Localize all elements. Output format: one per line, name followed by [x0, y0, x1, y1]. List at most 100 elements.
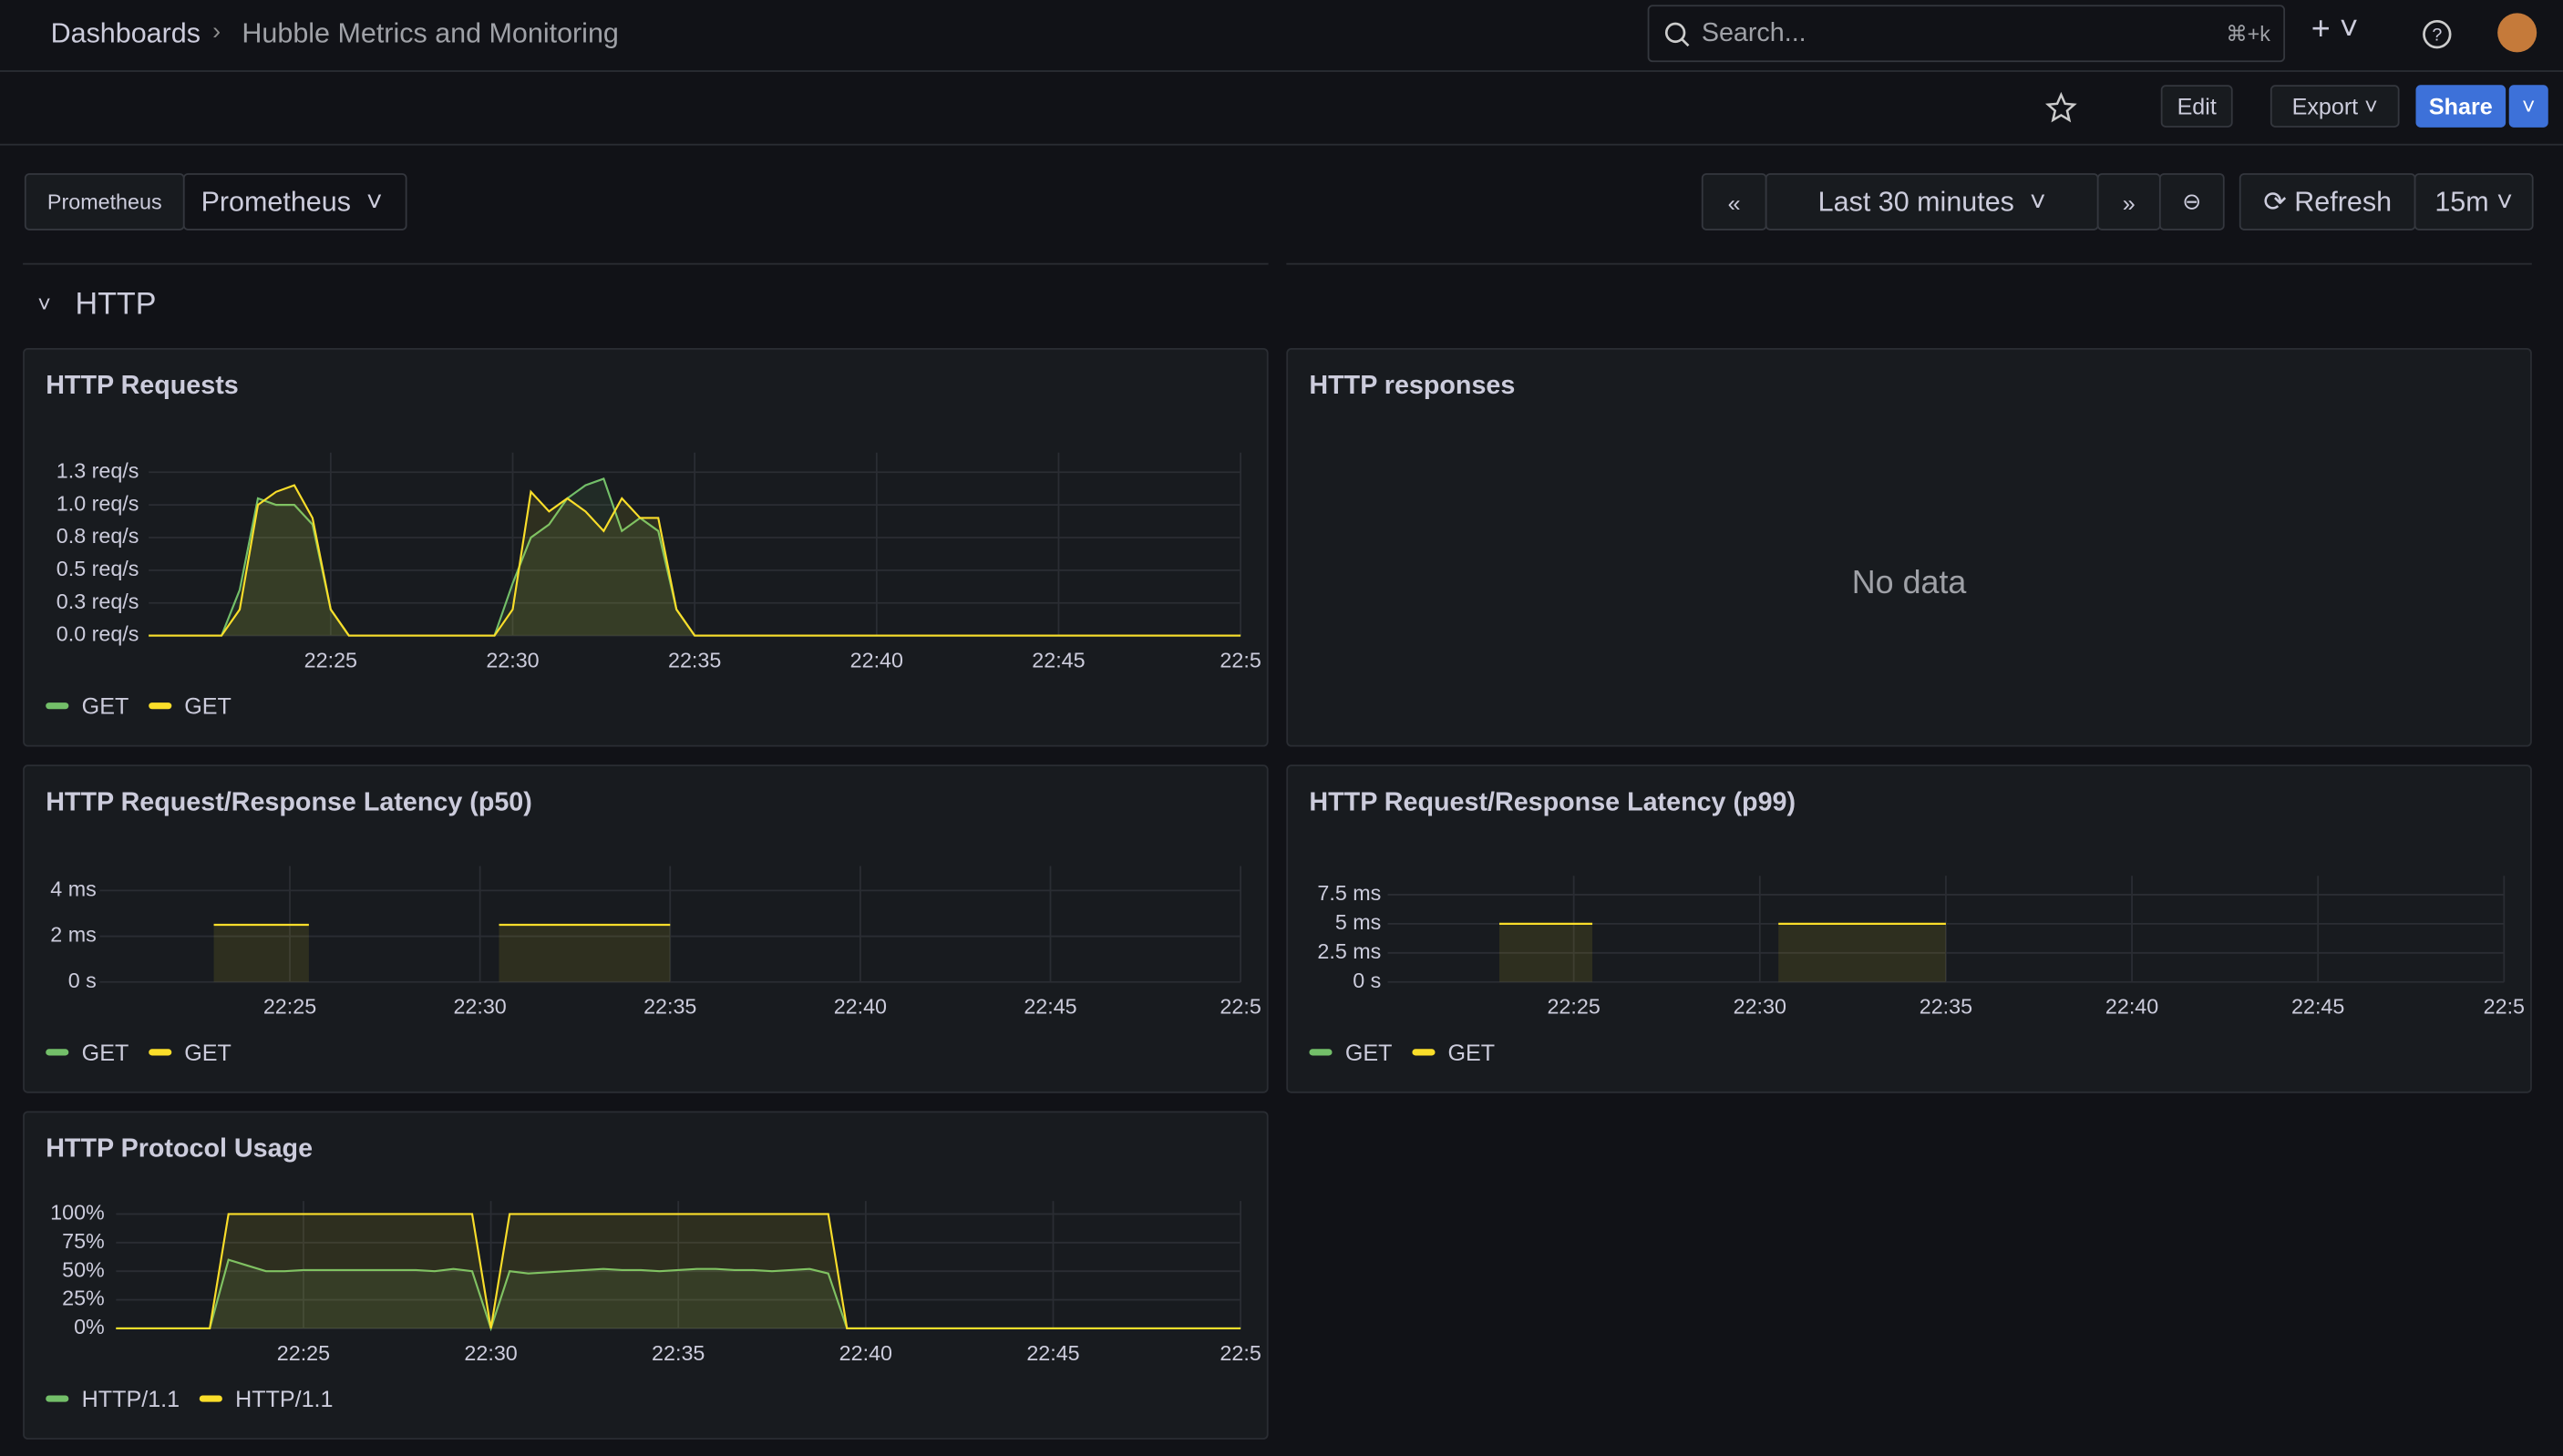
breadcrumb-current: Hubble Metrics and Monitoring: [242, 17, 619, 49]
chart: 0% 25% 50% 75% 100% 22:25 22:30 22:35 22:40 22:45…: [50, 1201, 1261, 1365]
svg-text:?: ?: [2432, 26, 2442, 46]
y-tick-label: 2 ms: [50, 923, 96, 947]
legend-item[interactable]: GET: [46, 692, 129, 719]
legend-swatch: [1309, 1049, 1333, 1056]
collapse-icon[interactable]: ˅: [37, 291, 51, 317]
legend: HTTP/1.1 HTTP/1.1: [46, 1385, 334, 1412]
legend-label: GET: [81, 692, 129, 720]
time-back[interactable]: «: [1701, 173, 1767, 231]
panel-title: HTTP responses: [1309, 372, 1516, 401]
series-area: [213, 925, 671, 982]
legend-label: GET: [1344, 1039, 1393, 1066]
legend-swatch: [199, 1395, 222, 1402]
legend-item[interactable]: GET: [1412, 1039, 1496, 1066]
y-tick-label: 0.3 req/s: [57, 590, 139, 613]
refresh-interval[interactable]: 15m ˅: [2414, 173, 2534, 231]
x-tick-label: 22:35: [1920, 995, 1972, 1019]
panel-edge: [23, 258, 1269, 265]
y-tick-label: 0 s: [1353, 969, 1381, 992]
series-area: [1498, 923, 1946, 982]
share-button[interactable]: Share: [2415, 85, 2506, 128]
y-tick-label: 5 ms: [1335, 910, 1381, 934]
series-area: [149, 478, 1241, 636]
time-picker[interactable]: Last 30 minutes ˅: [1765, 173, 2099, 231]
time-forward[interactable]: »: [2096, 173, 2161, 231]
x-tick-label: 22:25: [263, 995, 316, 1019]
series-line: [116, 1213, 1241, 1330]
legend-label: GET: [184, 692, 232, 720]
y-tick-label: 0.8 req/s: [57, 524, 139, 548]
x-tick-label: 22:30: [1734, 995, 1786, 1019]
legend-swatch: [1412, 1049, 1436, 1056]
search-box[interactable]: Search... ⌘+k: [1647, 5, 2286, 63]
chart: 0 s 2 ms 4 ms 22:25 22:30 22:35 22:40 22:45 22:5: [50, 866, 1261, 1019]
series-line: [149, 484, 1241, 637]
variable-select[interactable]: Prometheus ˅: [182, 173, 407, 231]
search-placeholder: Search...: [1701, 18, 1806, 47]
panel: HTTP Requests 0.0 req/s 0.3 req/s 0.5 req/s…: [23, 347, 1269, 747]
x-tick-label: 22:35: [643, 995, 696, 1019]
star-icon[interactable]: [2044, 91, 2077, 124]
zoom-out[interactable]: ⊖: [2158, 173, 2225, 231]
legend-swatch: [46, 1049, 69, 1056]
legend-swatch: [148, 702, 171, 710]
x-tick-label: 22:25: [1547, 995, 1600, 1019]
legend-item[interactable]: HTTP/1.1: [199, 1385, 334, 1412]
chart: 0.0 req/s 0.3 req/s 0.5 req/s 0.8 req/s 1.0 …: [57, 452, 1261, 672]
x-tick-label: 22:40: [839, 1341, 892, 1365]
panel-title: HTTP Request/Response Latency (p50): [46, 789, 532, 817]
series-area: [149, 485, 1241, 636]
y-tick-label: 0.5 req/s: [57, 557, 139, 580]
refresh-button[interactable]: ⟳ Refresh: [2239, 173, 2416, 231]
y-tick-label: 0%: [74, 1315, 105, 1338]
x-tick-label: 22:30: [486, 648, 539, 672]
share-menu[interactable]: ˅: [2508, 85, 2548, 128]
add-button[interactable]: + ˅: [2311, 11, 2359, 48]
y-tick-label: 1.0 req/s: [57, 491, 139, 515]
series-area: [116, 1214, 1241, 1328]
x-tick-label: 22:25: [304, 648, 357, 672]
panel: HTTP Request/Response Latency (p99) 0 s 2.…: [1286, 764, 2532, 1093]
x-tick-label: 22:40: [2105, 995, 2158, 1019]
avatar[interactable]: [2497, 13, 2537, 53]
edit-button[interactable]: Edit: [2160, 85, 2233, 128]
export-button[interactable]: Export ˅: [2270, 85, 2400, 128]
search-shortcut: ⌘+k: [2226, 20, 2270, 46]
x-tick-label: 22:5: [1220, 1341, 1261, 1365]
x-tick-label: 22:5: [1220, 995, 1261, 1019]
search-icon: [1664, 22, 1690, 47]
y-tick-label: 4 ms: [50, 877, 96, 901]
legend-item[interactable]: GET: [148, 692, 232, 720]
legend-item[interactable]: GET: [1309, 1039, 1393, 1066]
y-tick-label: 1.3 req/s: [57, 458, 139, 482]
panel: HTTP Request/Response Latency (p50) 0 s 2 …: [23, 764, 1269, 1093]
x-tick-label: 22:40: [850, 648, 903, 672]
legend-label: HTTP/1.1: [235, 1385, 334, 1412]
legend-label: GET: [184, 1039, 232, 1066]
y-tick-label: 0.0 req/s: [57, 622, 139, 646]
legend-label: GET: [1447, 1039, 1496, 1066]
legend: GET GET: [46, 692, 232, 719]
legend-item[interactable]: HTTP/1.1: [46, 1385, 180, 1412]
legend-label: GET: [81, 1039, 129, 1066]
legend: GET GET: [46, 1039, 232, 1066]
panel: HTTP responses No data: [1286, 347, 2532, 747]
help-icon[interactable]: ?: [2421, 18, 2454, 51]
variable-value: Prometheus: [201, 185, 351, 217]
x-tick-label: 22:30: [453, 995, 506, 1019]
refresh-label: Refresh: [2294, 185, 2393, 217]
legend-label: HTTP/1.1: [81, 1385, 180, 1412]
legend-item[interactable]: GET: [46, 1039, 129, 1066]
y-tick-label: 100%: [50, 1201, 105, 1225]
x-tick-label: 22:25: [277, 1341, 330, 1365]
legend-item[interactable]: GET: [148, 1039, 232, 1066]
breadcrumb-sep: ›: [212, 17, 221, 46]
row-title[interactable]: HTTP: [75, 287, 157, 323]
legend: GET GET: [1309, 1039, 1496, 1066]
x-tick-label: 22:30: [464, 1341, 517, 1365]
x-tick-label: 22:45: [1032, 648, 1085, 672]
y-tick-label: 25%: [62, 1287, 105, 1310]
chart: 0 s 2.5 ms 5 ms 7.5 ms 22:25 22:30 22:35 22:40 2…: [1317, 876, 2525, 1019]
breadcrumb-link[interactable]: Dashboards: [50, 17, 201, 49]
